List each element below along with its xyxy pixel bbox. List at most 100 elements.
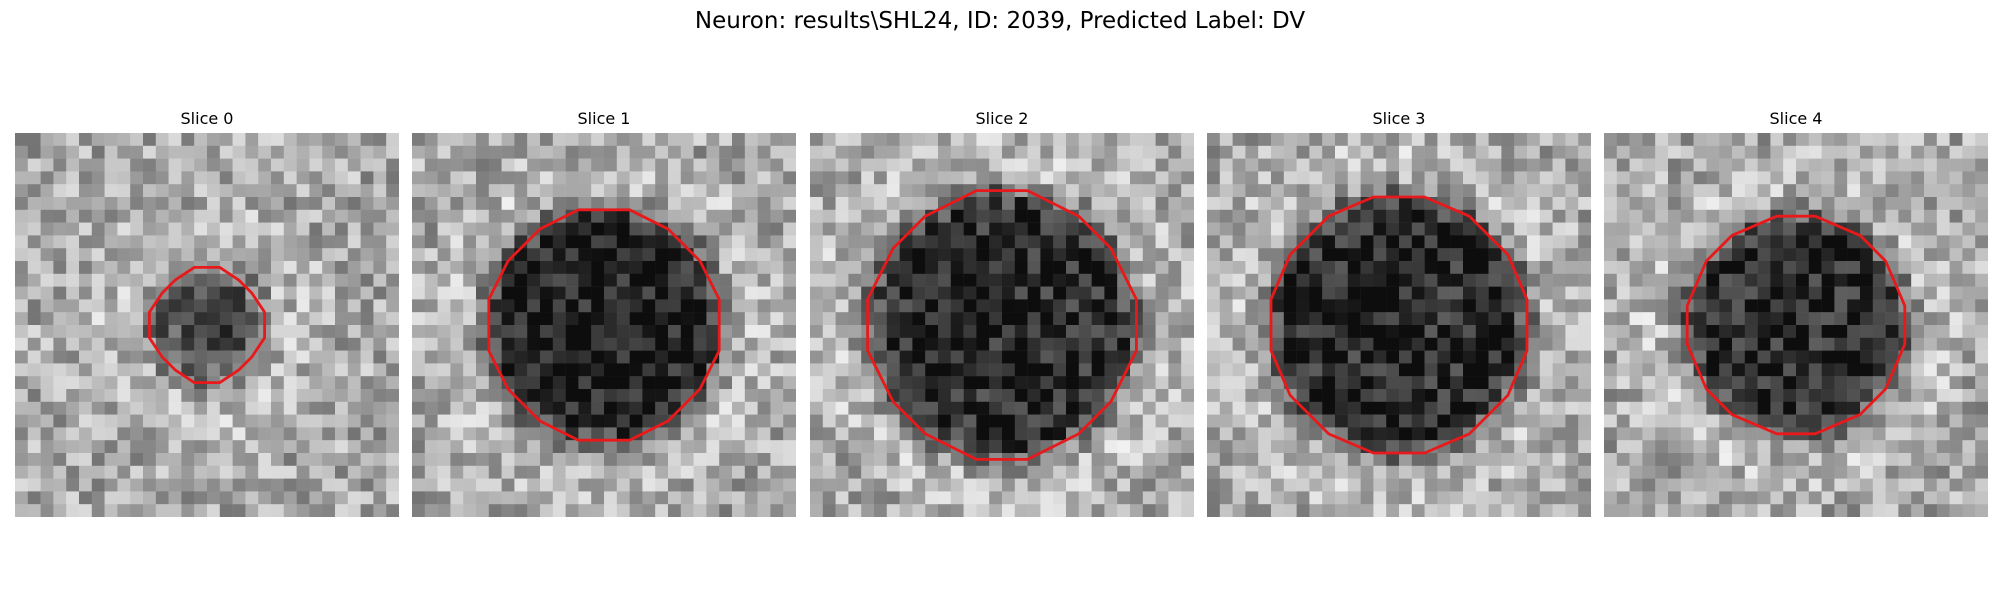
image-pixel [1629, 337, 1643, 351]
image-pixel [1386, 158, 1400, 172]
image-pixel [373, 286, 387, 300]
image-pixel [732, 273, 746, 287]
image-pixel [1655, 389, 1669, 403]
image-pixel [604, 401, 618, 415]
image-pixel [822, 389, 836, 403]
image-pixel [53, 337, 67, 351]
image-pixel [168, 376, 182, 390]
image-pixel [693, 158, 707, 172]
image-pixel [437, 427, 451, 441]
image-pixel [1744, 273, 1758, 287]
image-pixel [155, 363, 169, 377]
image-pixel [514, 312, 528, 326]
image-pixel [1040, 478, 1054, 492]
image-pixel [40, 427, 54, 441]
image-pixel [1322, 376, 1336, 390]
image-pixel [155, 171, 169, 185]
image-pixel [1360, 414, 1374, 428]
image-pixel [1706, 286, 1720, 300]
image-pixel [476, 504, 490, 517]
image-pixel [1616, 133, 1630, 147]
image-pixel [783, 286, 796, 300]
image-pixel [989, 158, 1003, 172]
image-pixel [616, 414, 630, 428]
image-pixel [245, 465, 259, 479]
image-pixel [1117, 171, 1131, 185]
image-pixel [514, 184, 528, 198]
image-pixel [66, 133, 80, 147]
image-pixel [79, 286, 93, 300]
image-pixel [1770, 197, 1784, 211]
image-pixel [360, 376, 374, 390]
image-pixel [540, 133, 554, 147]
image-pixel [925, 145, 939, 159]
image-pixel [245, 273, 259, 287]
image-pixel [976, 478, 990, 492]
image-pixel [655, 235, 669, 249]
image-pixel [1604, 414, 1618, 428]
image-pixel [1399, 337, 1413, 351]
image-pixel [1719, 427, 1733, 441]
image-pixel [335, 261, 349, 275]
image-pixel [1539, 337, 1553, 351]
image-pixel [488, 299, 502, 313]
image-pixel [1168, 299, 1182, 313]
image-pixel [437, 299, 451, 313]
image-pixel [450, 145, 464, 159]
image-pixel [437, 197, 451, 211]
image-pixel [322, 440, 336, 454]
image-pixel [1053, 184, 1067, 198]
image-pixel [1501, 235, 1515, 249]
image-pixel [552, 337, 566, 351]
image-pixel [1501, 312, 1515, 326]
image-pixel [1386, 248, 1400, 262]
image-pixel [1924, 325, 1938, 339]
image-pixel [1104, 401, 1118, 415]
slice-image [1207, 133, 1591, 517]
image-pixel [79, 363, 93, 377]
image-pixel [488, 504, 502, 517]
image-pixel [1860, 427, 1874, 441]
image-pixel [386, 504, 399, 517]
image-pixel [360, 363, 374, 377]
image-pixel [1680, 133, 1694, 147]
image-pixel [79, 209, 93, 223]
image-pixel [360, 235, 374, 249]
image-pixel [835, 504, 849, 517]
image-pixel [207, 197, 221, 211]
image-pixel [693, 235, 707, 249]
image-pixel [976, 440, 990, 454]
image-pixel [155, 261, 169, 275]
image-pixel [527, 184, 541, 198]
image-pixel [1578, 261, 1591, 275]
image-pixel [874, 133, 888, 147]
image-pixel [732, 222, 746, 236]
image-pixel [1130, 440, 1144, 454]
image-pixel [373, 389, 387, 403]
image-pixel [463, 184, 477, 198]
image-pixel [565, 299, 579, 313]
image-pixel [1808, 440, 1822, 454]
image-pixel [680, 453, 694, 467]
image-pixel [1424, 376, 1438, 390]
image-pixel [1142, 491, 1156, 505]
image-pixel [296, 440, 310, 454]
image-pixel [1002, 337, 1016, 351]
image-pixel [861, 427, 875, 441]
image-pixel [1834, 491, 1848, 505]
image-pixel [1104, 440, 1118, 454]
image-pixel [412, 376, 426, 390]
image-pixel [1527, 440, 1541, 454]
image-pixel [296, 465, 310, 479]
image-pixel [552, 286, 566, 300]
image-pixel [1155, 401, 1169, 415]
image-pixel [15, 312, 29, 326]
image-pixel [1565, 209, 1579, 223]
image-pixel [424, 440, 438, 454]
image-pixel [1283, 145, 1297, 159]
image-pixel [1053, 209, 1067, 223]
image-pixel [1168, 184, 1182, 198]
image-pixel [668, 376, 682, 390]
image-pixel [1796, 184, 1810, 198]
image-pixel [1437, 504, 1451, 517]
